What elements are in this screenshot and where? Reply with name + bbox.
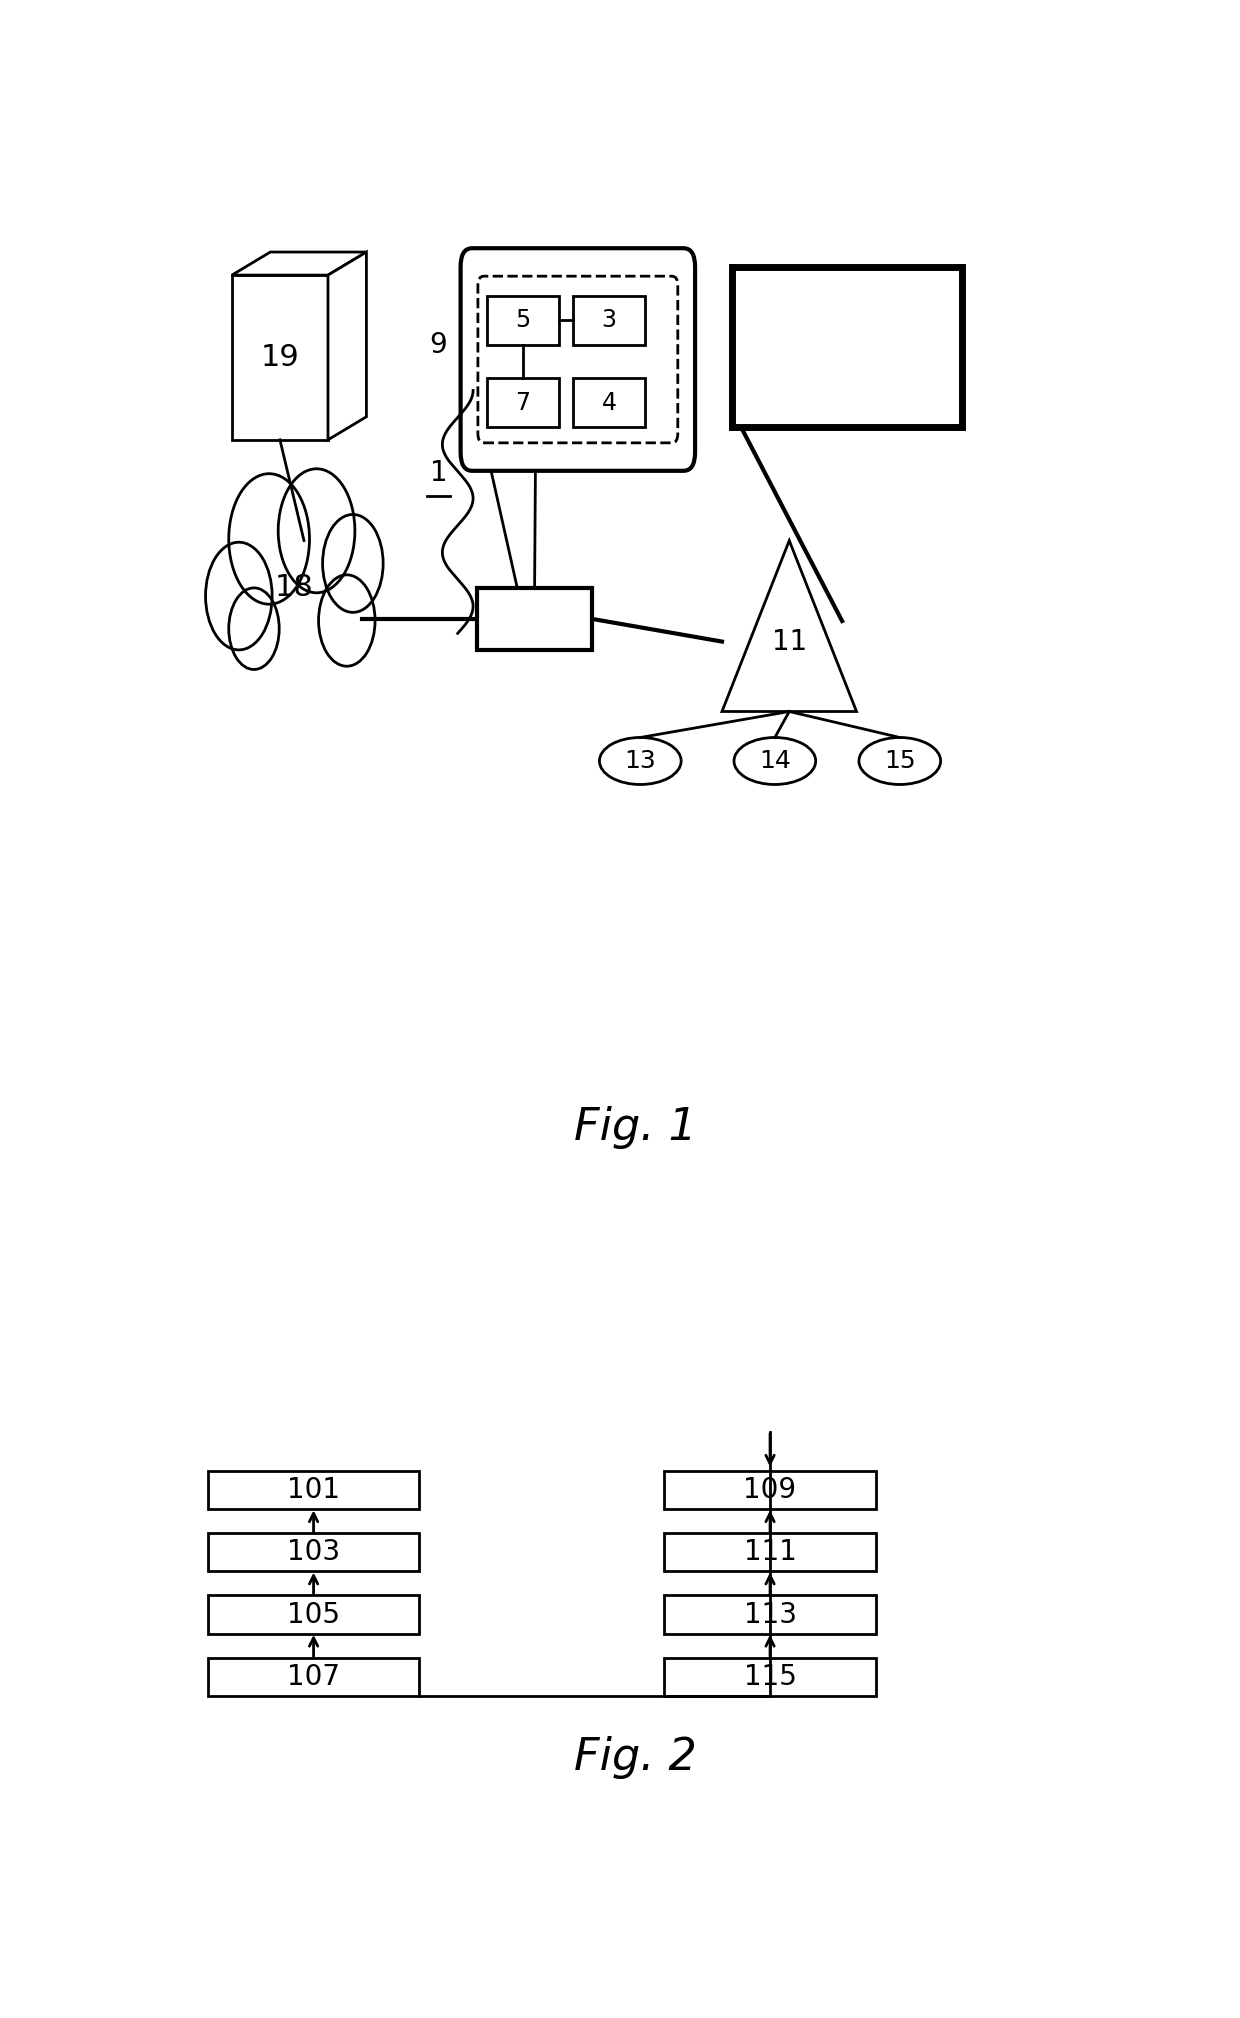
Text: 14: 14 — [759, 749, 791, 773]
Polygon shape — [232, 252, 367, 274]
Bar — [477, 587, 593, 650]
FancyBboxPatch shape — [460, 248, 696, 470]
Text: 109: 109 — [744, 1475, 796, 1503]
Text: 3: 3 — [601, 309, 616, 333]
Bar — [732, 266, 962, 428]
Text: 13: 13 — [625, 749, 656, 773]
Text: 113: 113 — [744, 1600, 796, 1629]
Bar — [208, 1534, 419, 1572]
Text: Fig. 2: Fig. 2 — [574, 1737, 697, 1780]
Bar — [665, 1471, 875, 1509]
Text: 15: 15 — [884, 749, 915, 773]
Text: Fig. 1: Fig. 1 — [574, 1106, 697, 1148]
Bar — [665, 1596, 875, 1633]
Bar — [573, 297, 645, 345]
Polygon shape — [327, 252, 367, 440]
Text: 7: 7 — [515, 391, 529, 416]
Text: 107: 107 — [288, 1663, 340, 1691]
Polygon shape — [232, 274, 327, 440]
Text: 111: 111 — [744, 1538, 796, 1566]
Bar — [208, 1471, 419, 1509]
Bar — [665, 1657, 875, 1695]
Text: 21: 21 — [826, 331, 868, 363]
Text: 19: 19 — [260, 343, 299, 371]
Bar — [208, 1657, 419, 1695]
Text: 103: 103 — [286, 1538, 340, 1566]
Text: 115: 115 — [744, 1663, 796, 1691]
Text: 17: 17 — [517, 605, 552, 634]
Text: 5: 5 — [515, 309, 531, 333]
Polygon shape — [722, 541, 857, 712]
Circle shape — [319, 575, 374, 666]
Text: 1: 1 — [430, 458, 448, 486]
Circle shape — [228, 587, 279, 670]
Text: 11: 11 — [771, 628, 807, 656]
Ellipse shape — [734, 737, 816, 785]
Bar — [573, 377, 645, 428]
Bar — [665, 1534, 875, 1572]
Bar — [486, 297, 558, 345]
Ellipse shape — [859, 737, 941, 785]
Bar — [208, 1596, 419, 1633]
Text: 101: 101 — [288, 1475, 340, 1503]
Text: 4: 4 — [601, 391, 616, 416]
Bar — [486, 377, 558, 428]
Circle shape — [228, 474, 310, 603]
Circle shape — [278, 468, 355, 593]
Text: 9: 9 — [429, 331, 448, 359]
Ellipse shape — [599, 737, 681, 785]
Text: 105: 105 — [288, 1600, 340, 1629]
Circle shape — [206, 543, 272, 650]
Text: 18: 18 — [275, 573, 314, 601]
Circle shape — [322, 515, 383, 611]
